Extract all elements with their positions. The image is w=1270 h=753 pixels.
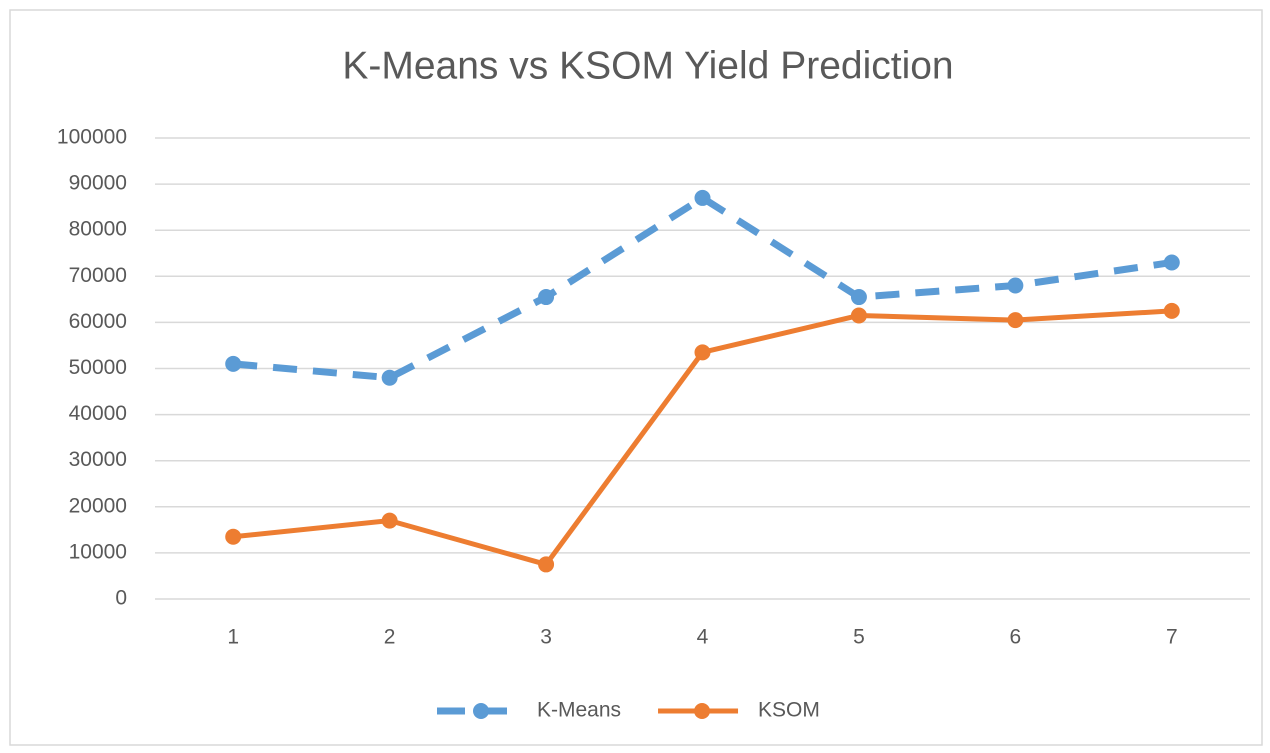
x-tick-label: 4 — [697, 626, 709, 649]
y-tick-label: 70000 — [69, 264, 127, 287]
legend-marker — [473, 703, 489, 719]
point — [1163, 302, 1180, 319]
y-tick-label: 40000 — [69, 402, 127, 425]
legend-label: KSOM — [758, 699, 820, 722]
legend-label: K-Means — [537, 699, 621, 722]
point — [694, 344, 711, 361]
point — [381, 512, 398, 529]
chart-frame — [9, 9, 1263, 746]
y-tick-label: 20000 — [69, 494, 127, 517]
y-tick-label: 90000 — [69, 172, 127, 195]
y-tick-label: 80000 — [69, 218, 127, 241]
x-tick-label: 7 — [1166, 626, 1178, 649]
point — [381, 369, 398, 386]
point — [1007, 277, 1024, 294]
point — [225, 355, 242, 372]
y-tick-label: 0 — [115, 587, 127, 610]
x-tick-label: 3 — [540, 626, 552, 649]
point — [850, 307, 867, 324]
point — [225, 528, 242, 545]
point — [850, 289, 867, 306]
point — [1007, 312, 1024, 329]
y-tick-label: 10000 — [69, 540, 127, 563]
point — [1163, 254, 1180, 271]
chart-title: K-Means vs KSOM Yield Prediction — [342, 44, 953, 87]
point — [538, 289, 555, 306]
y-tick-label: 100000 — [57, 126, 127, 149]
y-tick-label: 30000 — [69, 448, 127, 471]
x-tick-label: 5 — [853, 626, 865, 649]
point — [538, 556, 555, 573]
y-tick-label: 60000 — [69, 310, 127, 333]
x-tick-label: 2 — [384, 626, 396, 649]
x-tick-label: 1 — [227, 626, 239, 649]
legend-marker — [694, 703, 711, 719]
point — [694, 189, 711, 206]
x-tick-label: 6 — [1010, 626, 1022, 649]
y-tick-label: 50000 — [69, 356, 127, 379]
